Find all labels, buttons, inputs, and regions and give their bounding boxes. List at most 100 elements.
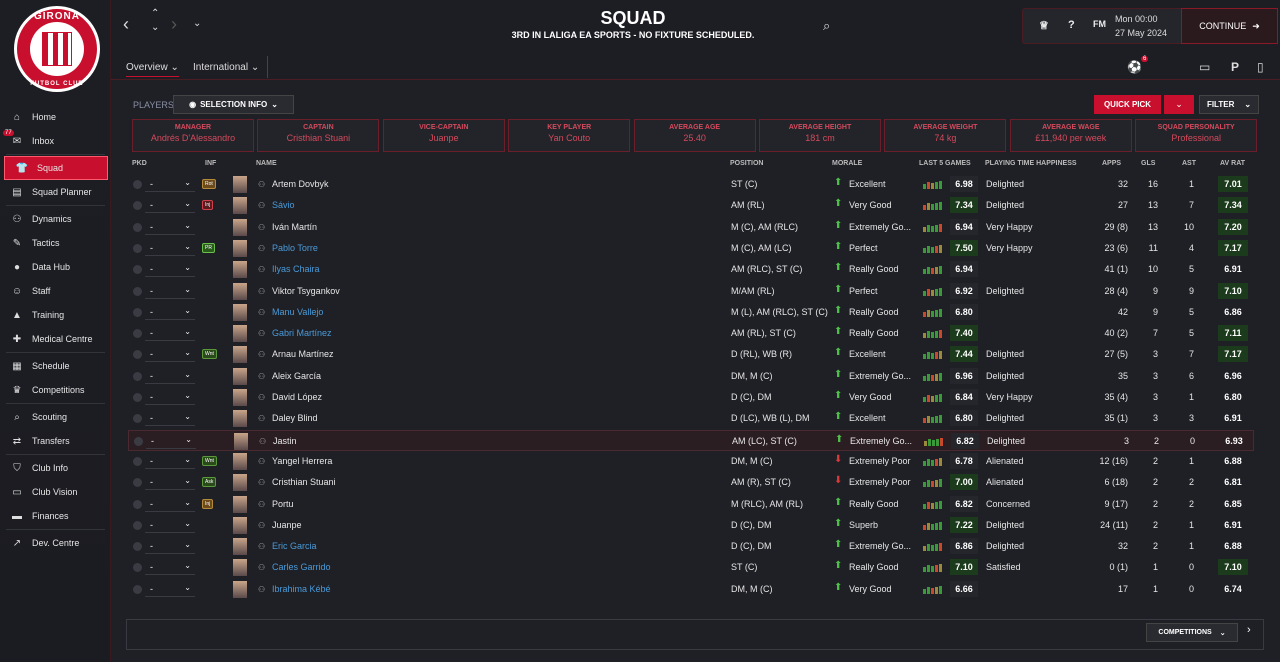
pick-status-dot[interactable] [133, 286, 142, 296]
pick-select[interactable]: - ⌄ [145, 176, 195, 192]
sidebar-item-finances[interactable]: ▬ Finances [0, 504, 111, 528]
summary-card[interactable]: VICE-CAPTAIN Juanpe [382, 119, 505, 152]
summary-card[interactable]: CAPTAIN Cristhian Stuani [257, 119, 380, 152]
selection-info-button[interactable]: ◉ SELECTION INFO ⌄ [173, 95, 294, 114]
sidebar-item-club-vision[interactable]: ▭ Club Vision [0, 480, 111, 504]
pick-select[interactable]: - ⌄ [145, 304, 195, 320]
pick-select[interactable]: - ⌄ [145, 197, 195, 214]
table-row[interactable]: - ⌄ ⚇ Iván Martín M (C), AM (RLC) ⬆ Extremely … [128, 217, 1254, 238]
table-row[interactable]: - ⌄ ⚇ Eric Garcia D (C), DM ⬆ Extremely Go... 6… [128, 536, 1254, 557]
table-row[interactable]: - ⌄ Wnt ⚇ Yangel Herrera DM, M (C) ⬇ Extremely … [128, 451, 1254, 472]
col-position[interactable]: POSITION [730, 160, 764, 167]
info-badge[interactable]: PR [202, 242, 215, 253]
table-row[interactable]: - ⌄ ⚇ Gabri Martínez AM (RL), ST (C) ⬆ Really … [128, 323, 1254, 344]
table-row[interactable]: - ⌄ ⚇ Carles Garrido ST (C) ⬆ Really Good 7.10 S… [128, 557, 1254, 578]
player-name[interactable]: Aleix García [272, 370, 322, 381]
sidebar-item-squad-planner[interactable]: ▤ Squad Planner [0, 180, 111, 204]
pick-select[interactable]: - ⌄ [145, 581, 195, 597]
award-icon[interactable]: ♕ [1039, 20, 1049, 32]
pick-select[interactable]: - ⌄ [145, 261, 195, 278]
quick-pick-button[interactable]: QUICK PICK [1094, 95, 1161, 114]
pick-status-dot[interactable] [133, 265, 142, 275]
player-name[interactable]: Ilyas Chaira [272, 264, 320, 275]
summary-card[interactable]: SQUAD PERSONALITY Professional [1135, 119, 1258, 152]
col-avrat[interactable]: AV RAT [1220, 160, 1246, 167]
pick-select[interactable]: - ⌄ [145, 283, 195, 299]
pick-select[interactable]: - ⌄ [145, 346, 195, 363]
notifications-icon[interactable]: ⚽ [1127, 60, 1142, 74]
info-badge[interactable]: Inj [202, 498, 214, 509]
pick-select[interactable]: - ⌄ [145, 453, 195, 469]
pick-status-dot[interactable] [133, 222, 142, 232]
table-row[interactable]: - ⌄ ⚇ David López D (C), DM ⬆ Very Good 6.84 Ver… [128, 387, 1254, 408]
pick-select[interactable]: - ⌄ [145, 538, 195, 555]
fm-menu-icon[interactable]: FM [1093, 19, 1106, 29]
tab-overview[interactable]: Overview ⌄ [126, 62, 179, 77]
sidebar-item-squad[interactable]: 👕 Squad [4, 156, 108, 180]
col-name[interactable]: NAME [256, 160, 277, 167]
table-row[interactable]: - ⌄ Ask ⚇ Cristhian Stuani AM (R), ST (C) ⬇ Ext… [128, 472, 1254, 493]
pick-select[interactable]: - ⌄ [145, 240, 195, 256]
player-name[interactable]: Yangel Herrera [272, 455, 333, 466]
club-badge[interactable]: GIRONA FUTBOL CLUB [14, 6, 100, 92]
search-icon[interactable]: ⌕ [823, 18, 831, 33]
pick-select[interactable]: - ⌄ [145, 219, 195, 235]
player-name[interactable]: David López [272, 392, 323, 402]
pick-status-dot[interactable] [133, 414, 142, 424]
info-badge[interactable]: Wnt [202, 455, 217, 466]
col-ast[interactable]: AST [1182, 160, 1196, 167]
pick-status-dot[interactable] [133, 456, 142, 466]
table-row[interactable]: - ⌄ ⚇ Jastin AM (LC), ST (C) ⬆ Extremely Go...… [128, 429, 1254, 451]
info-badge[interactable]: Wnt [202, 349, 217, 360]
player-name[interactable]: Pablo Torre [272, 242, 318, 253]
sidebar-item-schedule[interactable]: ▦ Schedule [0, 354, 111, 378]
summary-card[interactable]: AVERAGE WEIGHT 74 kg [884, 119, 1007, 152]
pick-select[interactable]: - ⌄ [145, 474, 195, 491]
pick-status-dot[interactable] [133, 201, 142, 211]
table-row[interactable]: - ⌄ Inj ⚇ Sávio AM (RL) ⬆ Very Good 7.34 Delighte… [128, 195, 1254, 216]
pick-status-dot[interactable] [133, 542, 142, 552]
info-badge[interactable]: Inj [202, 200, 214, 211]
pick-status-dot[interactable] [133, 563, 142, 573]
sidebar-item-dev-centre[interactable]: ↗ Dev. Centre [0, 531, 111, 555]
pick-status-dot[interactable] [133, 520, 142, 530]
info-badge[interactable]: Rot [202, 179, 216, 189]
player-name[interactable]: Daley Blind [272, 413, 318, 424]
pick-status-dot[interactable] [133, 307, 142, 317]
pick-status-dot[interactable] [133, 478, 142, 488]
pick-status-dot[interactable] [133, 499, 142, 509]
table-row[interactable]: - ⌄ ⚇ Manu Vallejo M (L), AM (RLC), ST (C) ⬆ R… [128, 302, 1254, 323]
col-gls[interactable]: GLS [1141, 160, 1156, 167]
player-name[interactable]: Iván Martín [272, 221, 318, 232]
sidebar-item-medical-centre[interactable]: ✚ Medical Centre [0, 327, 111, 351]
summary-card[interactable]: KEY PLAYER Yan Couto [508, 119, 631, 152]
sidebar-item-staff[interactable]: ☺ Staff [0, 279, 111, 303]
quick-pick-dropdown[interactable]: ⌄ [1164, 95, 1194, 114]
sidebar-item-scouting[interactable]: ⌕ Scouting [0, 405, 111, 429]
pick-select[interactable]: - ⌄ [145, 517, 195, 533]
player-name[interactable]: Juanpe [272, 519, 302, 530]
trash-icon[interactable]: ▯ [1257, 60, 1264, 74]
pick-status-dot[interactable] [133, 350, 142, 360]
monitor-icon[interactable]: ▭ [1199, 60, 1211, 74]
table-row[interactable]: - ⌄ ⚇ Aleix García DM, M (C) ⬆ Extremely Go...… [128, 366, 1254, 387]
history-dropdown-icon[interactable]: ⌄ [193, 18, 202, 29]
up-icon[interactable]: ⌃ [151, 8, 160, 19]
pick-status-dot[interactable] [133, 393, 142, 402]
table-row[interactable]: - ⌄ ⚇ Daley Blind D (LC), WB (L), DM ⬆ Excelle… [128, 408, 1254, 429]
player-name[interactable]: Arnau Martínez [272, 349, 334, 360]
player-name[interactable]: Manu Vallejo [272, 306, 324, 317]
col-last5[interactable]: LAST 5 GAMES [919, 160, 971, 167]
table-row[interactable]: - ⌄ ⚇ Ibrahima Kébé DM, M (C) ⬆ Very Good 6.66 1… [128, 579, 1254, 600]
pick-select[interactable]: - ⌄ [145, 368, 195, 384]
sidebar-item-home[interactable]: ⌂ Home [0, 105, 111, 129]
player-name[interactable]: Jastin [273, 435, 297, 446]
col-pth[interactable]: PLAYING TIME HAPPINESS [985, 160, 1077, 167]
table-row[interactable]: - ⌄ Inj ⚇ Portu M (RLC), AM (RL) ⬆ Really Good 6… [128, 494, 1254, 515]
table-row[interactable]: - ⌄ Rot ⚇ Artem Dovbyk ST (C) ⬆ Excellent 6.98 De… [128, 174, 1254, 195]
sidebar-item-inbox[interactable]: ✉ Inbox 77 [0, 129, 111, 153]
sidebar-item-club-info[interactable]: ⛉ Club Info [0, 456, 111, 480]
table-row[interactable]: - ⌄ ⚇ Juanpe D (C), DM ⬆ Superb 7.22 Delighted 24… [128, 515, 1254, 536]
player-name[interactable]: Carles Garrido [272, 562, 331, 573]
sidebar-item-training[interactable]: ▲ Training [0, 303, 111, 327]
